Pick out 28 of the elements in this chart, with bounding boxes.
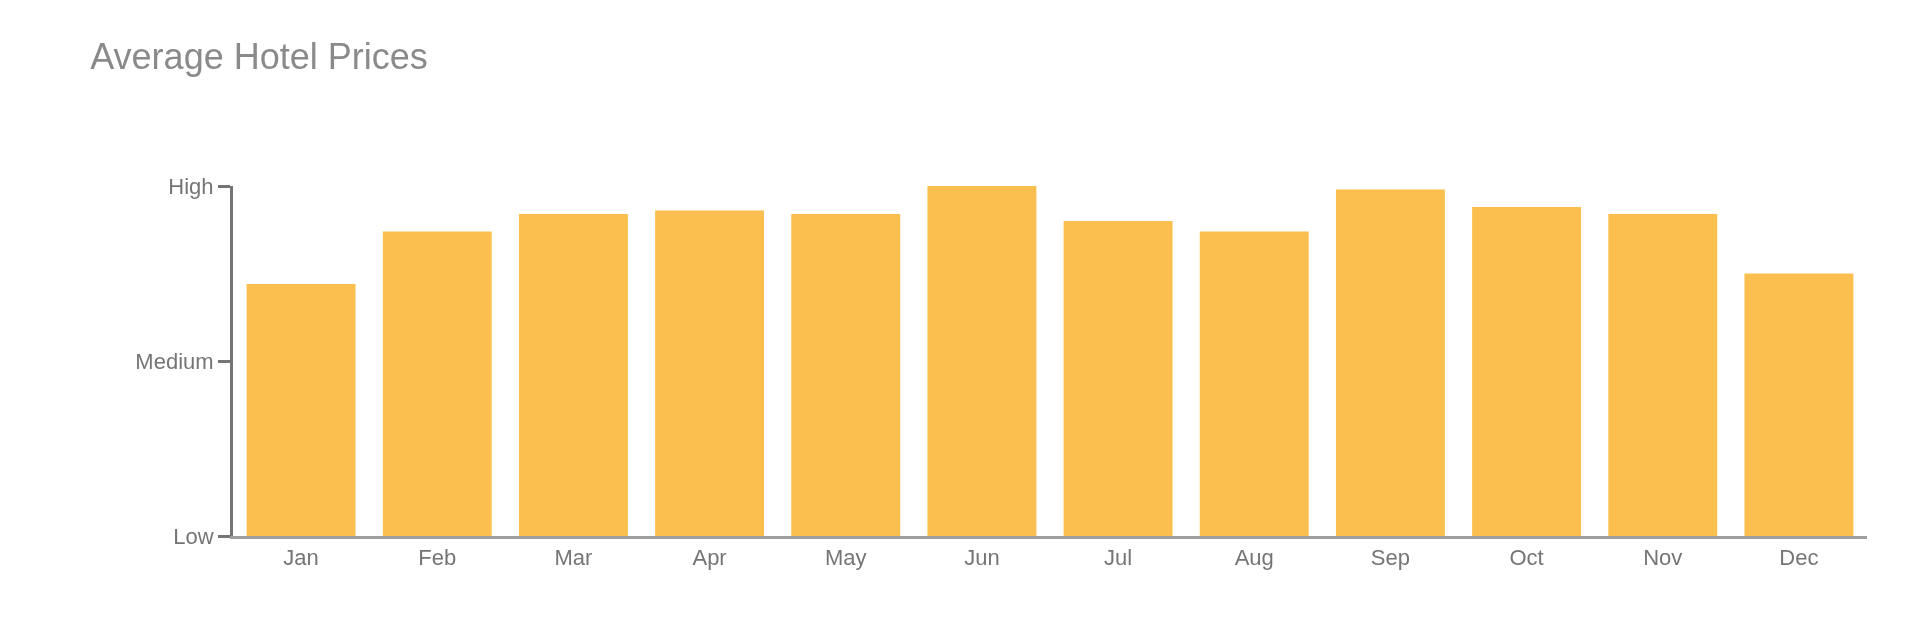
bar (927, 186, 1037, 536)
text: Low (173, 523, 214, 549)
bar (518, 214, 628, 536)
x-tick-label: Feb (418, 545, 457, 571)
x-tick-label: Jan (283, 545, 319, 571)
x-tick-label: Aug (1234, 545, 1274, 571)
bar (791, 214, 901, 536)
bar (1744, 273, 1854, 536)
text: Medium (135, 348, 214, 374)
x-tick-label: Nov (1643, 545, 1683, 571)
x-tick-label: Oct (1509, 545, 1544, 571)
chart-title: Average Hotel Prices (90, 35, 428, 77)
text: High (168, 173, 214, 199)
bar (1608, 214, 1718, 536)
x-tick-label: Apr (692, 545, 727, 571)
bar (1472, 207, 1582, 536)
x-tick-label: Sep (1370, 545, 1410, 571)
bar (382, 231, 492, 536)
bar (1199, 231, 1309, 536)
x-tick-label: Jun (964, 545, 1000, 571)
x-tick-label: Dec (1779, 545, 1819, 571)
x-tick-label: Mar (554, 545, 593, 571)
bar (655, 210, 765, 536)
bar (1335, 189, 1445, 536)
x-tick-label: May (824, 545, 867, 571)
x-tick-label: Jul (1104, 545, 1133, 571)
bar (246, 284, 356, 536)
bar (1063, 221, 1173, 536)
